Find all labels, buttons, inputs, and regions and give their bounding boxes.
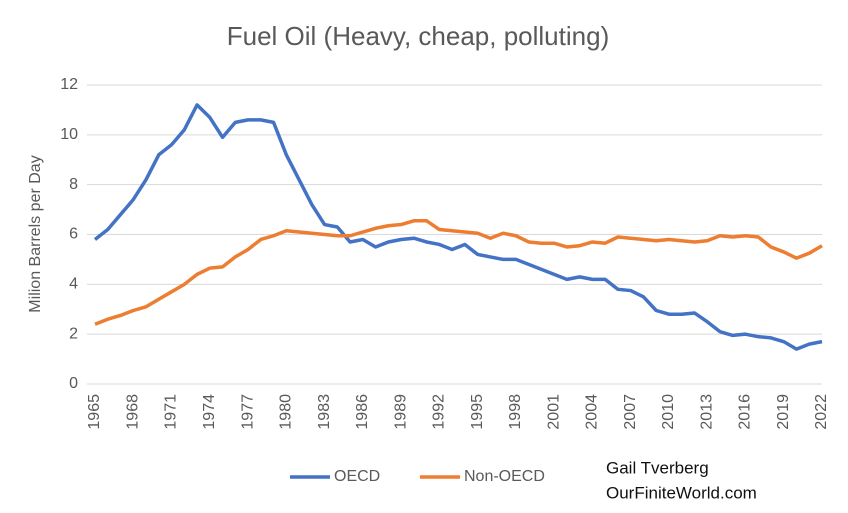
series-line [94, 219, 823, 326]
x-tick-label: 1974 [201, 394, 218, 430]
y-tick-label: 10 [60, 126, 78, 143]
x-tick-label: 1992 [431, 394, 448, 430]
x-tick-label: 2010 [660, 394, 677, 430]
x-tick-label: 2022 [813, 394, 830, 430]
x-tick-label: 2013 [698, 394, 715, 430]
y-tick-label: 12 [60, 76, 78, 93]
y-tick-label: 8 [69, 176, 78, 193]
x-tick-label: 2019 [775, 394, 792, 430]
x-tick-label: 1965 [86, 394, 103, 430]
y-axis-label: Milion Barrels per Day [27, 155, 44, 312]
x-tick-label: 1968 [124, 394, 141, 430]
y-tick-label: 0 [69, 375, 78, 392]
x-tick-label: 1995 [469, 394, 486, 430]
x-tick-label: 2004 [584, 394, 601, 430]
y-tick-label: 6 [69, 226, 78, 243]
y-tick-label: 4 [69, 276, 78, 293]
x-tick-label: 1983 [316, 394, 333, 430]
x-tick-label: 1977 [239, 394, 256, 430]
chart-title: Fuel Oil (Heavy, cheap, polluting) [227, 21, 609, 51]
x-tick-label: 2007 [622, 394, 639, 430]
y-tick-label: 2 [69, 325, 78, 342]
x-tick-label: 1971 [163, 394, 180, 430]
x-tick-label: 2001 [545, 394, 562, 430]
legend-label: Non-OECD [464, 468, 545, 485]
legend-label: OECD [334, 468, 380, 485]
x-tick-label: 2016 [737, 394, 754, 430]
credit: OurFiniteWorld.com [606, 483, 757, 502]
x-tick-label: 1986 [354, 394, 371, 430]
x-tick-label: 1998 [507, 394, 524, 430]
series-line [93, 103, 823, 351]
x-tick-label: 1980 [278, 394, 295, 430]
x-tick-label: 1989 [392, 394, 409, 430]
credit: Gail Tverberg [606, 458, 709, 477]
